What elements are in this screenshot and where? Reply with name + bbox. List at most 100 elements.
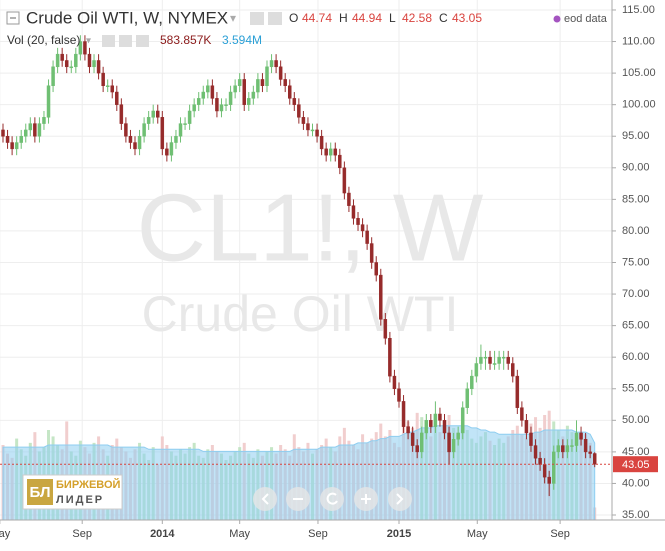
candle-body [37, 123, 42, 137]
caret: ▾ [86, 36, 91, 47]
candle-body [338, 154, 342, 169]
close-icon[interactable] [136, 35, 149, 47]
volume-layer [1, 410, 597, 521]
candle-body [310, 129, 315, 132]
y-tick-label: 75.00 [622, 256, 650, 268]
volume-ma-value: 3.594M [222, 33, 262, 47]
candle-body [78, 41, 83, 55]
y-tick-label: 85.00 [622, 193, 650, 205]
candle-body [565, 445, 570, 453]
candle-body [178, 123, 183, 137]
source-dot [553, 15, 561, 23]
candle-body [183, 123, 187, 125]
volume-title: Vol (20, false) [7, 33, 80, 47]
candle-body [1, 129, 5, 137]
candle-body [105, 85, 110, 87]
y-tick-label: 115.00 [622, 4, 655, 16]
settings-icon[interactable] [119, 35, 132, 47]
candle-body [92, 60, 96, 68]
scroll-right[interactable] [388, 487, 412, 511]
candle-body [156, 110, 160, 118]
eye-icon[interactable] [102, 35, 115, 47]
candle-body [579, 432, 583, 440]
candle-body [319, 135, 324, 150]
y-tick-label: 55.00 [622, 383, 650, 395]
candle-body [174, 135, 178, 143]
candle-body [251, 91, 256, 99]
candle-body [583, 439, 588, 453]
candle-body [570, 445, 574, 447]
candle-body [187, 110, 192, 124]
candle-body [160, 117, 165, 150]
candle-body [256, 79, 260, 93]
logo-line: БИРЖЕВОЙ [56, 478, 121, 491]
x-tick-label: Sep [550, 528, 570, 540]
candle-body [60, 53, 64, 61]
candle-body [283, 79, 287, 86]
candle-body [397, 388, 401, 402]
candle-body [201, 91, 206, 99]
candle-body [137, 135, 142, 150]
glyph [326, 492, 338, 505]
candle-body [128, 135, 133, 143]
candle-body [515, 375, 520, 408]
candle-body [46, 85, 51, 118]
reset[interactable] [320, 487, 344, 511]
candle-body [278, 66, 283, 80]
ohlc-value: 44.94 [352, 11, 382, 25]
watermark-subtitle: Crude Oil WTI [142, 286, 459, 342]
candle-body [292, 98, 297, 105]
last-price-tag [613, 456, 658, 473]
candle-body [64, 60, 69, 68]
candle-body [497, 356, 501, 364]
candle-body [483, 356, 488, 359]
ohlc-letter: O [289, 11, 298, 25]
candle-body [301, 117, 306, 124]
candle-body [556, 445, 561, 453]
candle-body [315, 129, 319, 137]
ohlc-value: 42.58 [402, 11, 432, 25]
candle-body [365, 230, 369, 244]
y-tick-label: 95.00 [622, 130, 650, 142]
candle-body [574, 432, 579, 446]
candle-body [374, 262, 378, 276]
candle-body [501, 356, 506, 359]
candle-body [196, 98, 201, 105]
glyph [361, 494, 371, 504]
candle-body [247, 98, 251, 105]
candle-body [119, 104, 124, 124]
candle-body [470, 375, 474, 390]
candle-body [28, 123, 33, 131]
candle-body [492, 363, 497, 365]
y-tick-label: 90.00 [622, 162, 650, 174]
last-price-label: 43.05 [622, 459, 650, 471]
candle-body [165, 148, 169, 156]
candle-body [233, 85, 237, 93]
candle-body [69, 66, 74, 69]
y-tick-label: 50.00 [622, 414, 650, 426]
y-tick-label: 100.00 [622, 99, 656, 111]
candle-body [456, 432, 460, 440]
candle-body [169, 142, 174, 156]
candle-body [87, 53, 92, 68]
candle-body [592, 453, 597, 465]
candle-body [351, 205, 356, 219]
x-tick-label: May [467, 528, 488, 540]
candle-body [42, 117, 46, 124]
candle-body [142, 123, 146, 137]
scroll-left[interactable] [253, 487, 277, 511]
candle-body [524, 420, 529, 434]
chart-title: Crude Oil WTI, W, NYMEX [26, 8, 228, 27]
candle-body [51, 66, 55, 86]
y-tick-label: 45.00 [622, 446, 650, 458]
candle-body [115, 91, 119, 105]
candle-body [379, 274, 383, 320]
close-icon[interactable] [268, 12, 282, 25]
y-tick-label: 40.00 [622, 477, 650, 489]
settings-icon[interactable] [250, 12, 264, 25]
x-tick-label: Sep [72, 528, 92, 540]
candle-body [55, 53, 60, 68]
ohlc-letter: H [339, 11, 348, 25]
y-tick-label: 80.00 [622, 225, 650, 237]
